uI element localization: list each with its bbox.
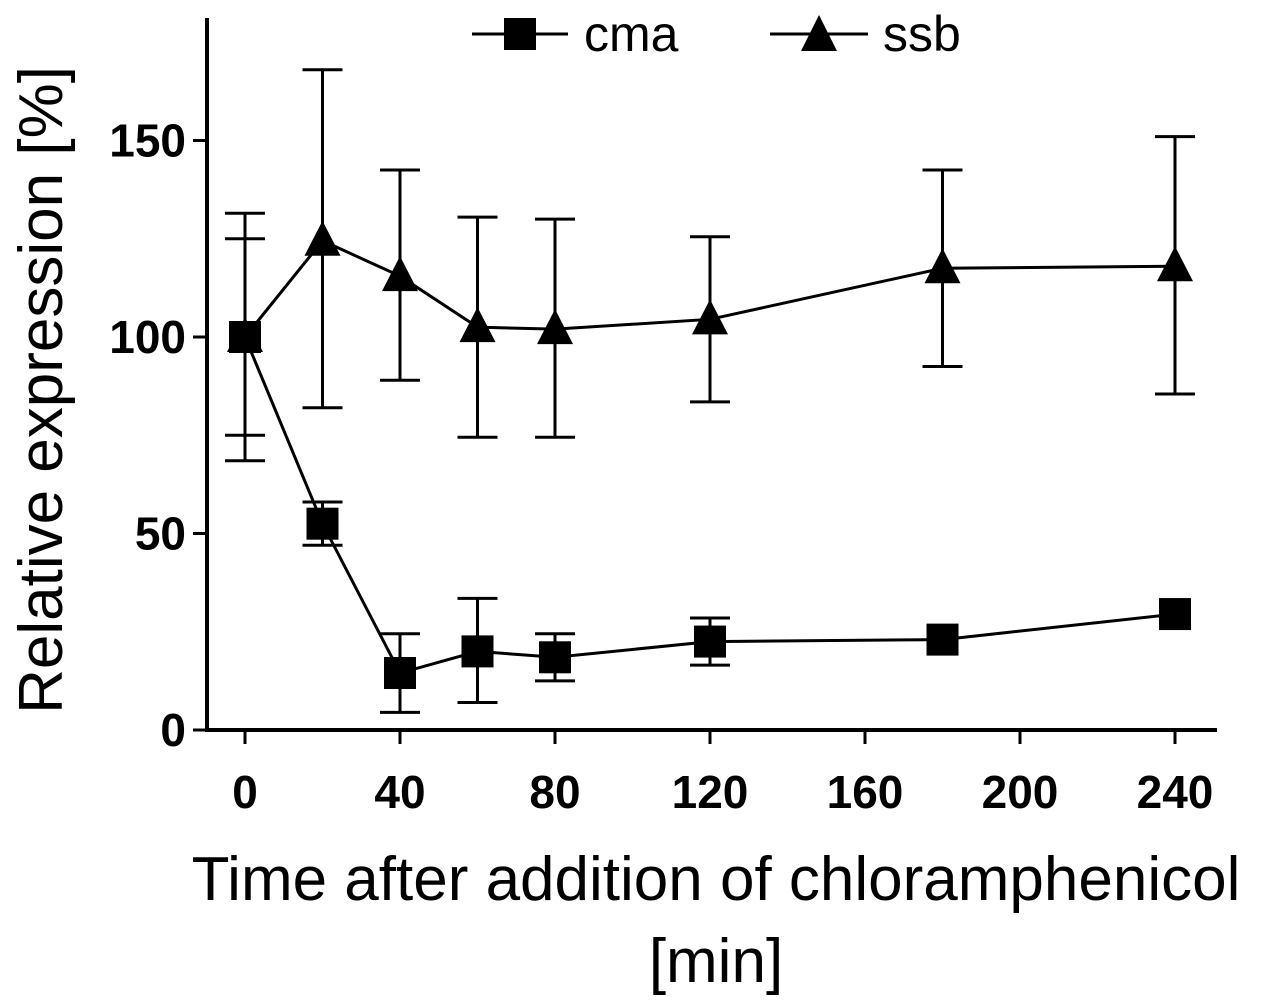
x-ticks: 0 40 80 120 160 200 240: [232, 730, 1213, 818]
y-ticks: 0 50 100 150: [109, 115, 207, 756]
cma-point: [539, 641, 571, 674]
x-tick-label: 200: [982, 766, 1059, 818]
cma-point: [926, 623, 959, 656]
legend-cma-label: cma: [584, 6, 679, 62]
ssb-point: [537, 309, 573, 345]
ssb-point: [304, 220, 341, 256]
legend-ssb-triangle-marker: [801, 15, 837, 51]
legend-ssb-label: ssb: [883, 6, 961, 62]
legend-cma-square-marker: [504, 18, 536, 50]
x-tick-label: 0: [232, 766, 258, 818]
cma-point: [461, 635, 494, 668]
ssb-point: [459, 307, 496, 343]
y-tick-label: 50: [135, 508, 186, 560]
cma-point: [306, 507, 339, 540]
x-tick-label: 160: [827, 766, 904, 818]
ssb-point: [227, 317, 263, 352]
x-axis-title-line2: [min]: [649, 927, 783, 996]
y-tick-label: 100: [109, 311, 186, 363]
cma-line: [243, 336, 1176, 675]
cma-point: [384, 657, 416, 690]
ssb-point: [924, 248, 961, 284]
ssb-point: [1157, 246, 1193, 282]
cma-point: [1159, 598, 1191, 631]
legend: cma ssb: [472, 6, 961, 62]
ssb-point: [692, 299, 728, 335]
series-layer: [225, 68, 1195, 714]
cma-point: [694, 625, 726, 658]
y-tick-label: 0: [160, 704, 186, 756]
x-tick-label: 120: [672, 766, 749, 818]
x-tick-label: 240: [1137, 766, 1214, 818]
y-tick-label: 150: [109, 115, 186, 167]
series-cma: [225, 237, 1191, 714]
ssb-point: [382, 256, 418, 292]
x-tick-label: 40: [374, 766, 425, 818]
series-ssb: [225, 68, 1195, 439]
x-tick-label: 80: [529, 766, 580, 818]
y-axis-title: Relative expression [%]: [7, 66, 76, 714]
x-axis-title-line1: Time after addition of chloramphenicol: [192, 845, 1241, 914]
